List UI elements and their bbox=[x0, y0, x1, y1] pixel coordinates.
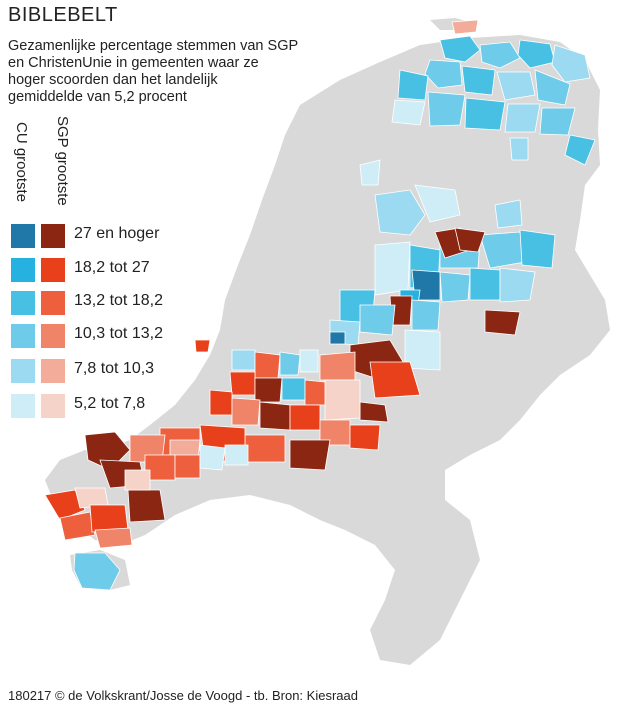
legend-swatch-cu bbox=[10, 223, 36, 249]
municipality-area bbox=[439, 35, 481, 63]
municipality-area bbox=[209, 389, 233, 416]
municipality-area bbox=[324, 379, 361, 421]
municipality-area bbox=[534, 69, 571, 106]
municipality-area bbox=[359, 304, 396, 336]
subtitle-line: Gezamenlijke percentage stemmen van SGP bbox=[8, 38, 299, 54]
legend-label: 10,3 tot 13,2 bbox=[74, 325, 163, 342]
municipality-area bbox=[504, 103, 541, 133]
municipality-area bbox=[194, 339, 211, 353]
map-subtitle: Gezamenlijke percentage stemmen van SGP … bbox=[8, 38, 328, 106]
municipality-area bbox=[259, 401, 291, 431]
municipality-area bbox=[397, 69, 429, 101]
municipality-area bbox=[319, 351, 356, 381]
municipality-area bbox=[231, 349, 256, 371]
municipality-area bbox=[59, 511, 96, 541]
municipality-area bbox=[509, 137, 529, 161]
legend-swatch-sgp bbox=[40, 257, 66, 283]
municipality-area bbox=[424, 59, 463, 89]
legend-swatch-cu bbox=[10, 257, 36, 283]
municipality-area bbox=[359, 159, 381, 186]
municipality-area bbox=[469, 267, 501, 301]
municipality-area bbox=[254, 377, 283, 403]
municipality-area bbox=[539, 107, 576, 136]
legend-swatch-cu bbox=[10, 358, 36, 384]
legend-swatch-sgp bbox=[40, 223, 66, 249]
municipality-area bbox=[517, 39, 556, 69]
municipality-area bbox=[289, 439, 331, 471]
municipality-area bbox=[427, 91, 466, 127]
municipality-area bbox=[411, 299, 441, 331]
municipality-area bbox=[439, 271, 471, 303]
municipality-area bbox=[304, 379, 326, 406]
municipality-area bbox=[124, 469, 151, 491]
subtitle-line: hoger scoorden dan het landelijk bbox=[8, 72, 218, 88]
municipality-area bbox=[551, 44, 591, 83]
municipality-area bbox=[84, 431, 131, 471]
legend-swatch-cu bbox=[10, 323, 36, 349]
municipality-area bbox=[329, 331, 346, 345]
legend-label: 5,2 tot 7,8 bbox=[74, 395, 146, 412]
municipality-area bbox=[496, 71, 536, 101]
municipality-area bbox=[199, 444, 226, 471]
legend-heading-sgp: SGP grootste bbox=[54, 116, 71, 206]
legend-swatch-cu bbox=[10, 393, 36, 419]
municipality-area bbox=[564, 134, 596, 166]
municipality-area bbox=[464, 97, 506, 131]
legend-swatch-sgp bbox=[40, 290, 66, 316]
legend-label: 27 en hoger bbox=[74, 225, 160, 242]
municipality-area bbox=[244, 434, 286, 463]
municipality-area bbox=[89, 504, 129, 533]
source-credit: 180217 © de Volkskrant/Josse de Voogd - … bbox=[8, 688, 358, 703]
legend-swatch-sgp bbox=[40, 358, 66, 384]
municipality-area bbox=[229, 371, 256, 396]
municipality-area bbox=[224, 444, 249, 466]
municipality-area bbox=[374, 189, 426, 236]
municipality-area bbox=[299, 349, 319, 373]
municipalities-layer bbox=[44, 19, 596, 591]
municipality-area bbox=[519, 229, 556, 269]
municipality-area bbox=[374, 241, 411, 296]
subtitle-line: gemiddelde van 5,2 procent bbox=[8, 89, 187, 105]
legend-label: 7,8 tot 10,3 bbox=[74, 360, 155, 377]
municipality-area bbox=[359, 401, 389, 423]
legend-label: 13,2 tot 18,2 bbox=[74, 292, 163, 309]
municipality-area bbox=[44, 489, 86, 521]
legend-heading-cu: CU grootste bbox=[13, 122, 30, 203]
municipality-area bbox=[254, 351, 281, 379]
municipality-area bbox=[494, 199, 523, 229]
municipality-area bbox=[454, 227, 486, 253]
municipality-area bbox=[231, 397, 261, 426]
legend-label: 18,2 tot 27 bbox=[74, 259, 150, 276]
municipality-area bbox=[499, 267, 536, 303]
municipality-area bbox=[174, 454, 201, 479]
municipality-area bbox=[391, 99, 426, 126]
municipality-area bbox=[289, 404, 321, 431]
legend-swatch-cu bbox=[10, 290, 36, 316]
municipality-area bbox=[479, 41, 521, 69]
municipality-area bbox=[484, 309, 521, 336]
municipality-area bbox=[404, 329, 441, 371]
subtitle-line: en ChristenUnie in gemeenten waar ze bbox=[8, 55, 259, 71]
municipality-area bbox=[279, 351, 301, 376]
legend-swatch-sgp bbox=[40, 393, 66, 419]
municipality-area bbox=[414, 184, 461, 223]
map-title: BIBLEBELT bbox=[8, 4, 118, 26]
municipality-area bbox=[127, 489, 166, 523]
municipality-area bbox=[369, 361, 421, 399]
municipality-area bbox=[451, 19, 479, 35]
municipality-area bbox=[73, 552, 121, 591]
municipality-area bbox=[349, 424, 381, 451]
municipality-area bbox=[461, 65, 496, 96]
legend-swatch-sgp bbox=[40, 323, 66, 349]
municipality-area bbox=[94, 527, 133, 549]
municipality-area bbox=[281, 377, 306, 401]
